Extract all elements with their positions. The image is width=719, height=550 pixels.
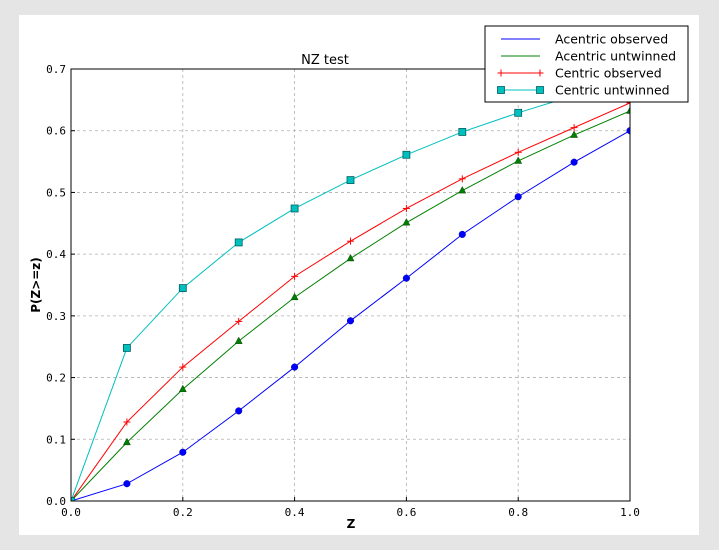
y-tick-label: 0.0: [46, 495, 66, 508]
x-tick-label: 1.0: [620, 506, 640, 519]
legend-label: Centric observed: [555, 66, 662, 81]
square-marker: [458, 128, 467, 136]
square-marker: [346, 176, 355, 184]
series-line: [71, 102, 630, 501]
plot-frame: [70, 68, 631, 502]
x-tick-label: 0.4: [285, 506, 305, 519]
circle-marker: [346, 317, 355, 325]
x-tick-label: 0.2: [173, 506, 193, 519]
nz-test-chart: NZ test Z P(Z>=z) 0.0 0.2 0.4 0.6 0.8 1.0 0.0 0…: [29, 25, 689, 531]
circle-marker: [291, 363, 299, 371]
y-tick-label: 0.4: [46, 248, 66, 261]
triangle-marker: [402, 218, 411, 226]
legend-label: Acentric observed: [555, 32, 668, 47]
legend-marker: [497, 86, 505, 94]
y-tick-label: 0.3: [46, 310, 66, 323]
triangle-marker: [346, 253, 355, 262]
square-marker: [178, 284, 187, 292]
circle-marker: [402, 274, 410, 282]
square-marker: [402, 150, 411, 159]
legend-label: Acentric untwinned: [555, 49, 676, 64]
circle-marker: [179, 448, 187, 456]
square-marker: [234, 238, 243, 247]
circle-marker: [235, 407, 243, 415]
y-tick-label: 0.2: [46, 372, 66, 385]
circle-marker: [514, 193, 522, 201]
square-marker: [71, 497, 75, 501]
circle-marker: [458, 230, 466, 238]
chart-title: NZ test: [301, 53, 349, 68]
triangle-marker: [122, 437, 131, 446]
series-centric-untwinned: [71, 75, 630, 501]
plus-marker: [458, 175, 466, 183]
series-acentric-untwinned: [71, 106, 630, 501]
triangle-marker: [458, 186, 467, 194]
plus-marker: [402, 204, 410, 212]
triangle-marker: [570, 130, 579, 138]
legend-marker: [536, 86, 544, 94]
plus-marker: [123, 418, 131, 426]
circle-marker: [570, 158, 578, 166]
square-marker: [514, 108, 523, 117]
square-marker: [290, 204, 299, 213]
plus-marker: [570, 124, 578, 132]
plus-marker: [235, 317, 243, 325]
plus-marker: [179, 363, 187, 371]
series-acentric-observed: [71, 127, 630, 501]
triangle-marker: [514, 156, 523, 164]
x-tick-label: 0.0: [61, 506, 81, 519]
circle-marker: [123, 480, 131, 488]
square-marker: [123, 344, 131, 352]
triangle-marker: [626, 106, 630, 114]
y-tick-label: 0.1: [46, 433, 66, 446]
triangle-marker: [234, 336, 243, 344]
figure: NZ test Z P(Z>=z) 0.0 0.2 0.4 0.6 0.8 1.0 0.0 0…: [19, 15, 699, 535]
legend-marker: [497, 69, 505, 77]
circle-marker: [626, 127, 630, 135]
series-centric-observed: [71, 99, 630, 501]
plus-marker: [626, 99, 630, 107]
x-tick-label: 0.8: [508, 506, 528, 519]
y-axis-label: P(Z>=z): [29, 257, 43, 313]
triangle-marker: [178, 384, 187, 393]
y-tick-label: 0.5: [46, 186, 66, 199]
x-axis-label: Z: [347, 517, 356, 531]
legend-marker: [536, 69, 544, 77]
legend-label: Centric untwinned: [555, 83, 670, 98]
plus-marker: [514, 148, 522, 156]
x-tick-label: 0.6: [396, 506, 416, 519]
series-line: [71, 110, 630, 501]
y-tick-label: 0.6: [46, 125, 66, 138]
y-tick-label: 0.7: [46, 63, 66, 76]
plus-marker: [291, 272, 299, 280]
plus-marker: [347, 237, 354, 245]
series-line: [71, 79, 630, 501]
legend: Acentric observed Acentric untwinned Centr…: [484, 25, 689, 103]
triangle-marker: [290, 292, 299, 301]
